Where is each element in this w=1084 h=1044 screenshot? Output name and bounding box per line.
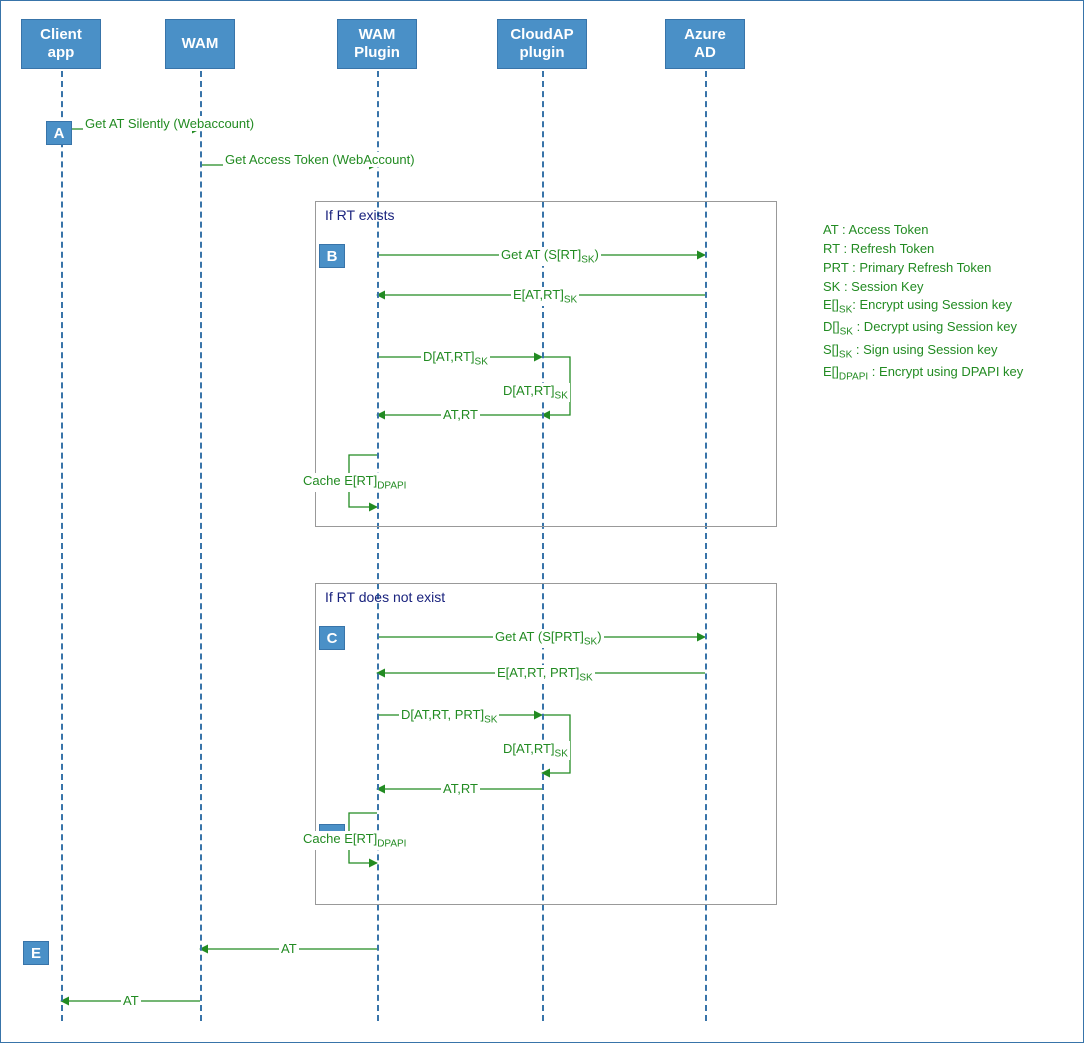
sequence-diagram: Client app WAM WAM Plugin CloudAP plugin Azu…: [0, 0, 1084, 1043]
msg-label-14: AT: [279, 941, 299, 956]
lifeline-wam: [200, 71, 202, 1021]
msg-label-1: Get Access Token (WebAccount): [223, 152, 417, 167]
participant-clientApp: Client app: [21, 19, 101, 69]
msg-label-10: D[AT,RT, PRT]SK: [399, 707, 499, 726]
msg-label-5: D[AT,RT]SK: [501, 383, 570, 402]
msg-label-4: D[AT,RT]SK: [421, 349, 490, 368]
participant-wamPlugin: WAM Plugin: [337, 19, 417, 69]
step-A: A: [46, 121, 72, 145]
msg-label-15: AT: [121, 993, 141, 1008]
legend: AT : Access TokenRT : Refresh TokenPRT :…: [823, 221, 1063, 385]
lifeline-clientApp: [61, 71, 63, 1021]
msg-label-2: Get AT (S[RT]SK): [499, 247, 601, 266]
step-E: E: [23, 941, 49, 965]
participant-wam: WAM: [165, 19, 235, 69]
msg-label-3: E[AT,RT]SK: [511, 287, 579, 306]
msg-label-7: Cache E[RT]DPAPI: [301, 473, 408, 492]
msg-label-9: E[AT,RT, PRT]SK: [495, 665, 595, 684]
participant-cloudAp: CloudAP plugin: [497, 19, 587, 69]
msg-label-12: AT,RT: [441, 781, 480, 796]
msg-label-8: Get AT (S[PRT]SK): [493, 629, 604, 648]
frame-title-rtNotExists: If RT does not exist: [325, 589, 445, 605]
frame-title-rtExists: If RT exists: [325, 207, 395, 223]
msg-label-0: Get AT Silently (Webaccount): [83, 116, 256, 131]
msg-label-11: D[AT,RT]SK: [501, 741, 570, 760]
msg-label-6: AT,RT: [441, 407, 480, 422]
step-B: B: [319, 244, 345, 268]
step-C: C: [319, 626, 345, 650]
msg-label-13: Cache E[RT]DPAPI: [301, 831, 408, 850]
participant-azureAd: Azure AD: [665, 19, 745, 69]
